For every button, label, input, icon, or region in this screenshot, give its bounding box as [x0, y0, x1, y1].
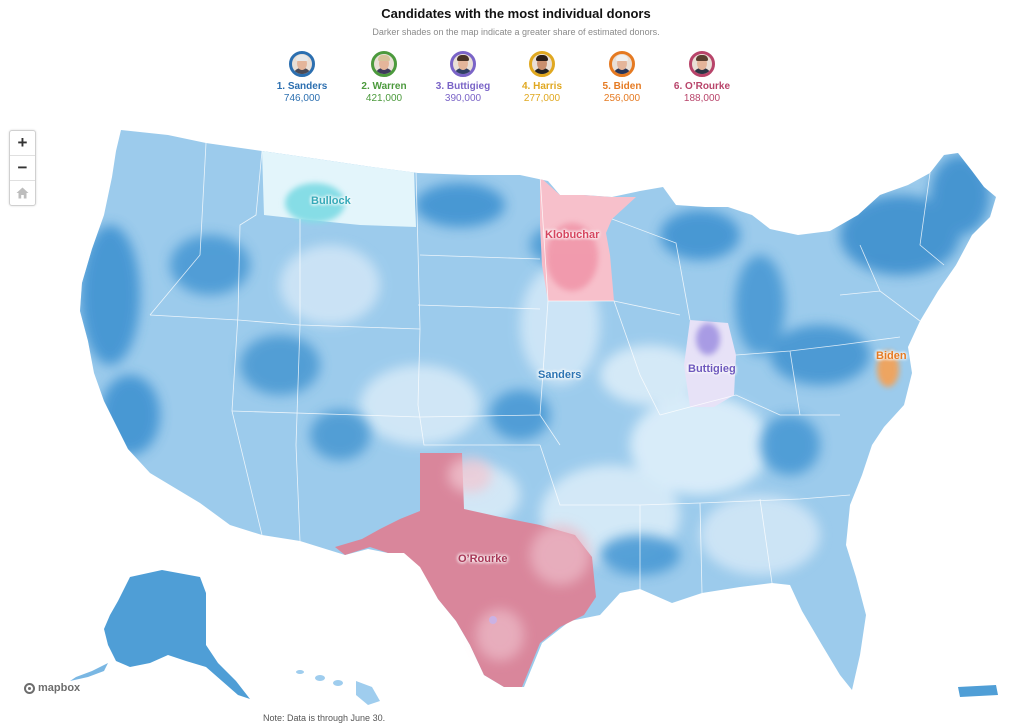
legend-donors: 277,000 [523, 93, 561, 104]
legend-donors: 390,000 [444, 93, 482, 104]
map-label-buttigieg: Buttigieg [688, 363, 736, 375]
us-donor-map[interactable] [0, 115, 1032, 713]
data-note: Note: Data is through June 30. [263, 713, 386, 723]
alaska [104, 570, 250, 699]
contiguous-us [80, 130, 996, 690]
map-label-sanders: Sanders [538, 369, 582, 381]
map-label-orourke: O’Rourke [458, 553, 508, 565]
buttigieg-portrait-icon [450, 51, 476, 77]
chart-subtitle: Darker shades on the map indicate a grea… [372, 27, 660, 37]
mapbox-wordmark: mapbox [38, 682, 81, 694]
legend-item-harris: 4. Harris 277,000 [502, 51, 582, 105]
home-button[interactable] [10, 181, 35, 205]
map-label-biden: Biden [876, 350, 907, 362]
legend-item-buttigieg: 3. Buttigieg 390,000 [423, 51, 503, 105]
orourke-portrait-icon [689, 51, 715, 77]
map-label-bullock: Bullock [311, 195, 351, 207]
legend-item-sanders: 1. Sanders 746,000 [262, 51, 342, 105]
biden-region[interactable] [877, 351, 899, 387]
biden-portrait-icon [609, 51, 635, 77]
legend-item-warren: 2. Warren 421,000 [344, 51, 424, 105]
orourke-region[interactable] [335, 453, 596, 687]
legend-donors: 188,000 [683, 93, 721, 104]
legend-name: 2. Warren [361, 81, 407, 92]
puerto-rico [958, 685, 998, 697]
legend-name: 1. Sanders [276, 81, 328, 92]
legend-item-biden: 5. Biden 256,000 [582, 51, 662, 105]
legend-donors: 746,000 [283, 93, 321, 104]
zoom-controls: + − [9, 130, 36, 206]
bullock-region[interactable] [262, 151, 416, 227]
legend-name: 4. Harris [521, 81, 563, 92]
mapbox-attribution[interactable]: mapbox [24, 682, 80, 694]
zoom-out-button[interactable]: − [10, 156, 35, 181]
hawaii [296, 670, 380, 705]
harris-portrait-icon [529, 51, 555, 77]
home-icon [16, 187, 29, 199]
chart-title: Candidates with the most individual dono… [381, 6, 651, 21]
legend-name: 5. Biden [602, 81, 642, 92]
mapbox-logo-icon [24, 682, 35, 694]
legend-donors: 421,000 [365, 93, 403, 104]
legend-donors: 256,000 [603, 93, 641, 104]
legend-name: 3. Buttigieg [435, 81, 491, 92]
candidate-legend: 1. Sanders 746,000 2. Warren 421,000 3. … [262, 51, 752, 113]
map-label-klobuchar: Klobuchar [545, 229, 600, 241]
sanders-portrait-icon [289, 51, 315, 77]
warren-portrait-icon [371, 51, 397, 77]
alaska-islands [70, 663, 108, 681]
legend-name: 6. O’Rourke [673, 81, 731, 92]
zoom-in-button[interactable]: + [10, 131, 35, 156]
legend-item-orourke: 6. O’Rourke 188,000 [662, 51, 742, 105]
